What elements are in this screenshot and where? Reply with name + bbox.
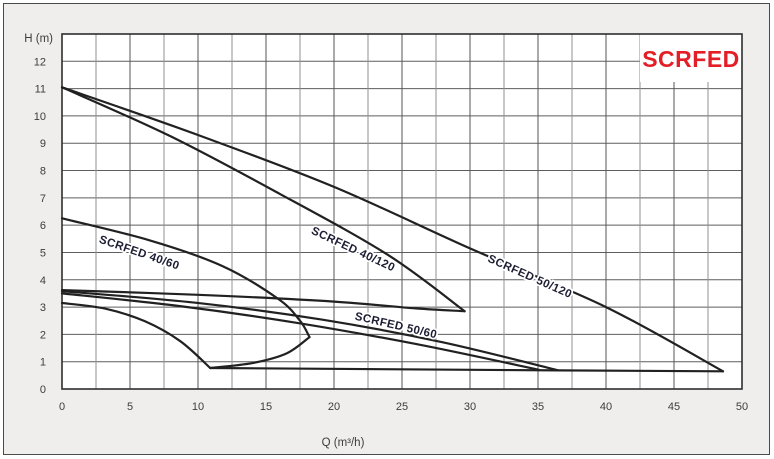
x-tick-label: 10 [192, 401, 204, 413]
curve-scrfed-40-60-50-60-min-speed-curve [60, 301, 212, 370]
y-tick-label: 1 [40, 357, 46, 369]
x-tick-label: 25 [396, 401, 408, 413]
chart-title: SCRFED [642, 46, 740, 72]
x-tick-label: 15 [260, 401, 272, 413]
y-tick-label: 2 [40, 329, 46, 341]
x-tick-label: 0 [59, 401, 65, 413]
x-tick-label: 45 [668, 401, 680, 413]
curve-bottom-max-flow-boundary [209, 366, 725, 373]
y-tick-label: 5 [40, 247, 46, 259]
title-box [640, 34, 742, 82]
y-tick-label: 3 [40, 302, 46, 314]
x-tick-label: 30 [464, 401, 476, 413]
x-tick-label: 40 [600, 401, 612, 413]
curve-scrfed-40-120-max-speed-curve [60, 86, 466, 313]
curve-scrfed-40-60-max-flow-boundary [209, 336, 311, 370]
curve-scrfed-50-60-max-speed-curve [60, 290, 560, 372]
plot-frame [61, 33, 743, 390]
curve-scrfed-40-120-min-speed-curve [60, 289, 466, 313]
curve-scrfed-50-120-min-speed-curve [60, 292, 541, 371]
y-tick-label: 4 [40, 275, 46, 287]
x-tick-label: 35 [532, 401, 544, 413]
y-tick-label: 6 [40, 220, 46, 232]
x-tick-label: 50 [736, 401, 748, 413]
y-tick-label: 9 [40, 138, 46, 150]
y-axis-label: H (m) [24, 33, 53, 45]
y-tick-label: 11 [35, 84, 46, 96]
x-axis-label: Q (m³/h) [322, 437, 365, 449]
y-tick-label: 0 [40, 384, 46, 396]
curve-scrfed-40-60-max-speed-curve [60, 217, 311, 339]
y-tick-label: 8 [40, 166, 46, 178]
x-tick-label: 20 [328, 401, 340, 413]
y-tick-label: 7 [40, 193, 46, 205]
y-tick-label: 10 [34, 111, 46, 123]
y-tick-label: 12 [34, 56, 46, 68]
x-tick-label: 5 [127, 401, 133, 413]
curve-scrfed-50-120-max-speed-curve [60, 86, 725, 373]
